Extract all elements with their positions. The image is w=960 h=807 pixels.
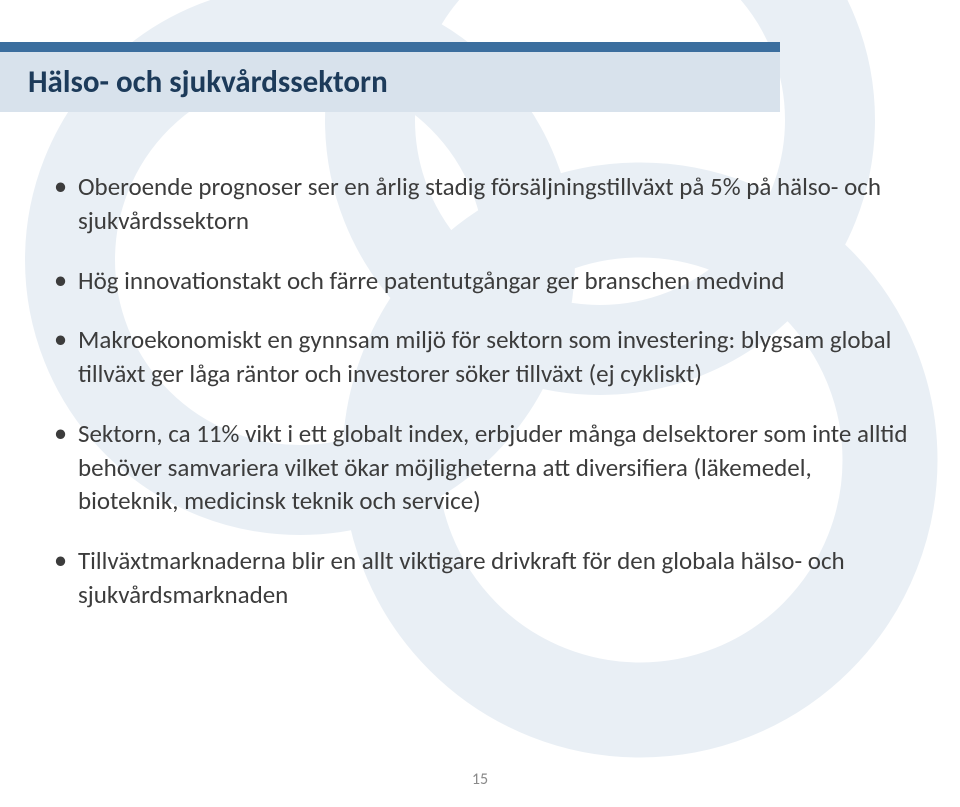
page-number: 15 bbox=[0, 770, 960, 789]
bullet-item: Oberoende prognoser ser en årlig stadig … bbox=[48, 170, 912, 238]
bullet-item: Sektorn, ca 11% vikt i ett globalt index… bbox=[48, 417, 912, 518]
title-stripe bbox=[0, 42, 780, 52]
title-box: Hälso- och sjukvårdssektorn bbox=[0, 52, 780, 112]
slide-content: Oberoende prognoser ser en årlig stadig … bbox=[48, 170, 912, 638]
slide-title: Hälso- och sjukvårdssektorn bbox=[28, 63, 388, 101]
title-bar: Hälso- och sjukvårdssektorn bbox=[0, 42, 780, 112]
bullet-item: Tillväxtmarknaderna blir en allt viktiga… bbox=[48, 544, 912, 612]
bullet-list: Oberoende prognoser ser en årlig stadig … bbox=[48, 170, 912, 612]
bullet-item: Makroekonomiskt en gynnsam miljö för sek… bbox=[48, 323, 912, 391]
bullet-item: Hög innovationstakt och färre patentutgå… bbox=[48, 264, 912, 298]
